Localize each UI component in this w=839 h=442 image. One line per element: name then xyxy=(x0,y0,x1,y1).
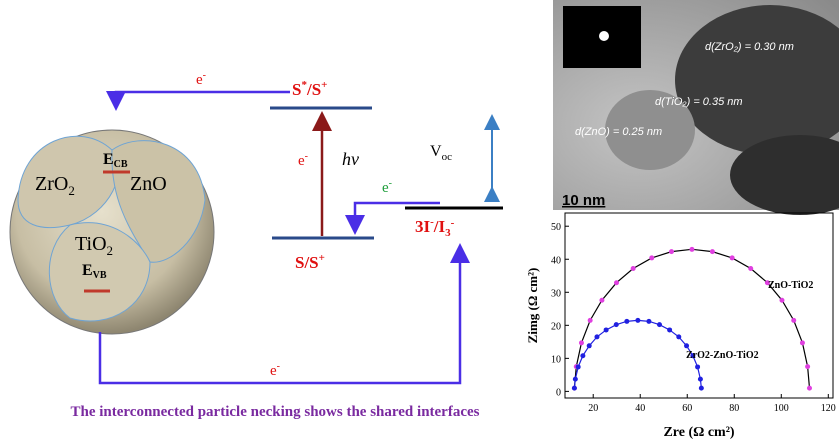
diagram: ZrO2 ZnO TiO2 ECB EVB e- S*/S+ S/S+ e- h… xyxy=(10,70,503,420)
data-point xyxy=(604,327,609,332)
zno-label: ZnO xyxy=(130,173,167,195)
data-point xyxy=(635,318,640,323)
y-tick-label: 30 xyxy=(551,288,561,299)
micrograph: d(ZrO₂) = 0.30 nm d(TiO₂) = 0.35 nm d(Zn… xyxy=(553,0,839,215)
data-point xyxy=(579,340,584,345)
lattice-label: d(TiO₂) = 0.35 nm xyxy=(655,96,743,108)
data-point xyxy=(805,364,810,369)
plot-frame xyxy=(565,213,833,398)
data-point xyxy=(588,318,593,323)
electron-label: e- xyxy=(298,151,308,169)
legend-label: ZrO2-ZnO-TiO2 xyxy=(686,350,759,361)
data-point xyxy=(689,247,694,252)
electron-label: e- xyxy=(382,178,392,196)
diffraction-spot xyxy=(599,31,609,41)
fit-line xyxy=(574,320,701,388)
data-point xyxy=(631,266,636,271)
scale-bar-label: 10 nm xyxy=(562,192,605,209)
data-point xyxy=(730,255,735,260)
data-point xyxy=(599,298,604,303)
data-point xyxy=(676,334,681,339)
data-point xyxy=(695,364,700,369)
x-tick-label: 80 xyxy=(729,403,739,414)
fit-line xyxy=(574,249,809,388)
data-point xyxy=(576,364,581,369)
x-tick-label: 20 xyxy=(588,403,598,414)
data-point xyxy=(699,386,704,391)
data-point xyxy=(748,266,753,271)
data-point xyxy=(698,377,703,382)
voc-label: Voc xyxy=(430,143,452,163)
y-tick-label: 10 xyxy=(551,354,561,365)
data-point xyxy=(624,319,629,324)
lattice-label: d(ZrO₂) = 0.30 nm xyxy=(705,41,794,53)
data-point xyxy=(594,334,599,339)
data-point xyxy=(667,327,672,332)
y-tick-label: 0 xyxy=(556,387,561,398)
x-axis-label: Zre (Ω cm²) xyxy=(663,425,734,440)
data-point xyxy=(807,386,812,391)
impedance-chart: 20 40 60 80 100 120 0 10 20 30 40 50 Zre (Ω cm²) Zimg… xyxy=(525,213,836,440)
legend-label: ZnO-TiO2 xyxy=(768,280,813,291)
data-point xyxy=(791,318,796,323)
electron-path xyxy=(116,92,290,106)
data-point xyxy=(587,343,592,348)
x-tick-label: 120 xyxy=(821,403,836,414)
data-point xyxy=(614,322,619,327)
data-point xyxy=(669,249,674,254)
data-point xyxy=(580,353,585,358)
y-tick-label: 40 xyxy=(551,255,561,266)
excited-label: S*/S+ xyxy=(292,79,327,99)
figure: ZrO2 ZnO TiO2 ECB EVB e- S*/S+ S/S+ e- h… xyxy=(0,0,839,442)
electron-label: e- xyxy=(196,70,206,88)
lattice-label: d(ZnO) = 0.25 nm xyxy=(575,126,662,138)
data-point xyxy=(646,319,651,324)
redox-label: 3I-/I3- xyxy=(415,216,455,239)
data-point xyxy=(572,386,577,391)
y-tick-label: 50 xyxy=(551,222,561,233)
caption: The interconnected particle necking show… xyxy=(71,404,480,420)
x-tick-label: 100 xyxy=(774,403,789,414)
x-tick-label: 40 xyxy=(635,403,645,414)
ground-label: S/S+ xyxy=(295,252,325,272)
data-point xyxy=(614,280,619,285)
data-point xyxy=(649,255,654,260)
data-point xyxy=(800,340,805,345)
data-point xyxy=(657,322,662,327)
electron-label: e- xyxy=(270,361,280,379)
data-point xyxy=(684,343,689,348)
y-tick-label: 20 xyxy=(551,321,561,332)
data-point xyxy=(779,298,784,303)
y-axis-label: Zimg (Ω cm²) xyxy=(525,268,540,344)
data-point xyxy=(710,249,715,254)
data-point xyxy=(573,377,578,382)
hv-label: hv xyxy=(342,149,359,169)
x-tick-label: 60 xyxy=(682,403,692,414)
